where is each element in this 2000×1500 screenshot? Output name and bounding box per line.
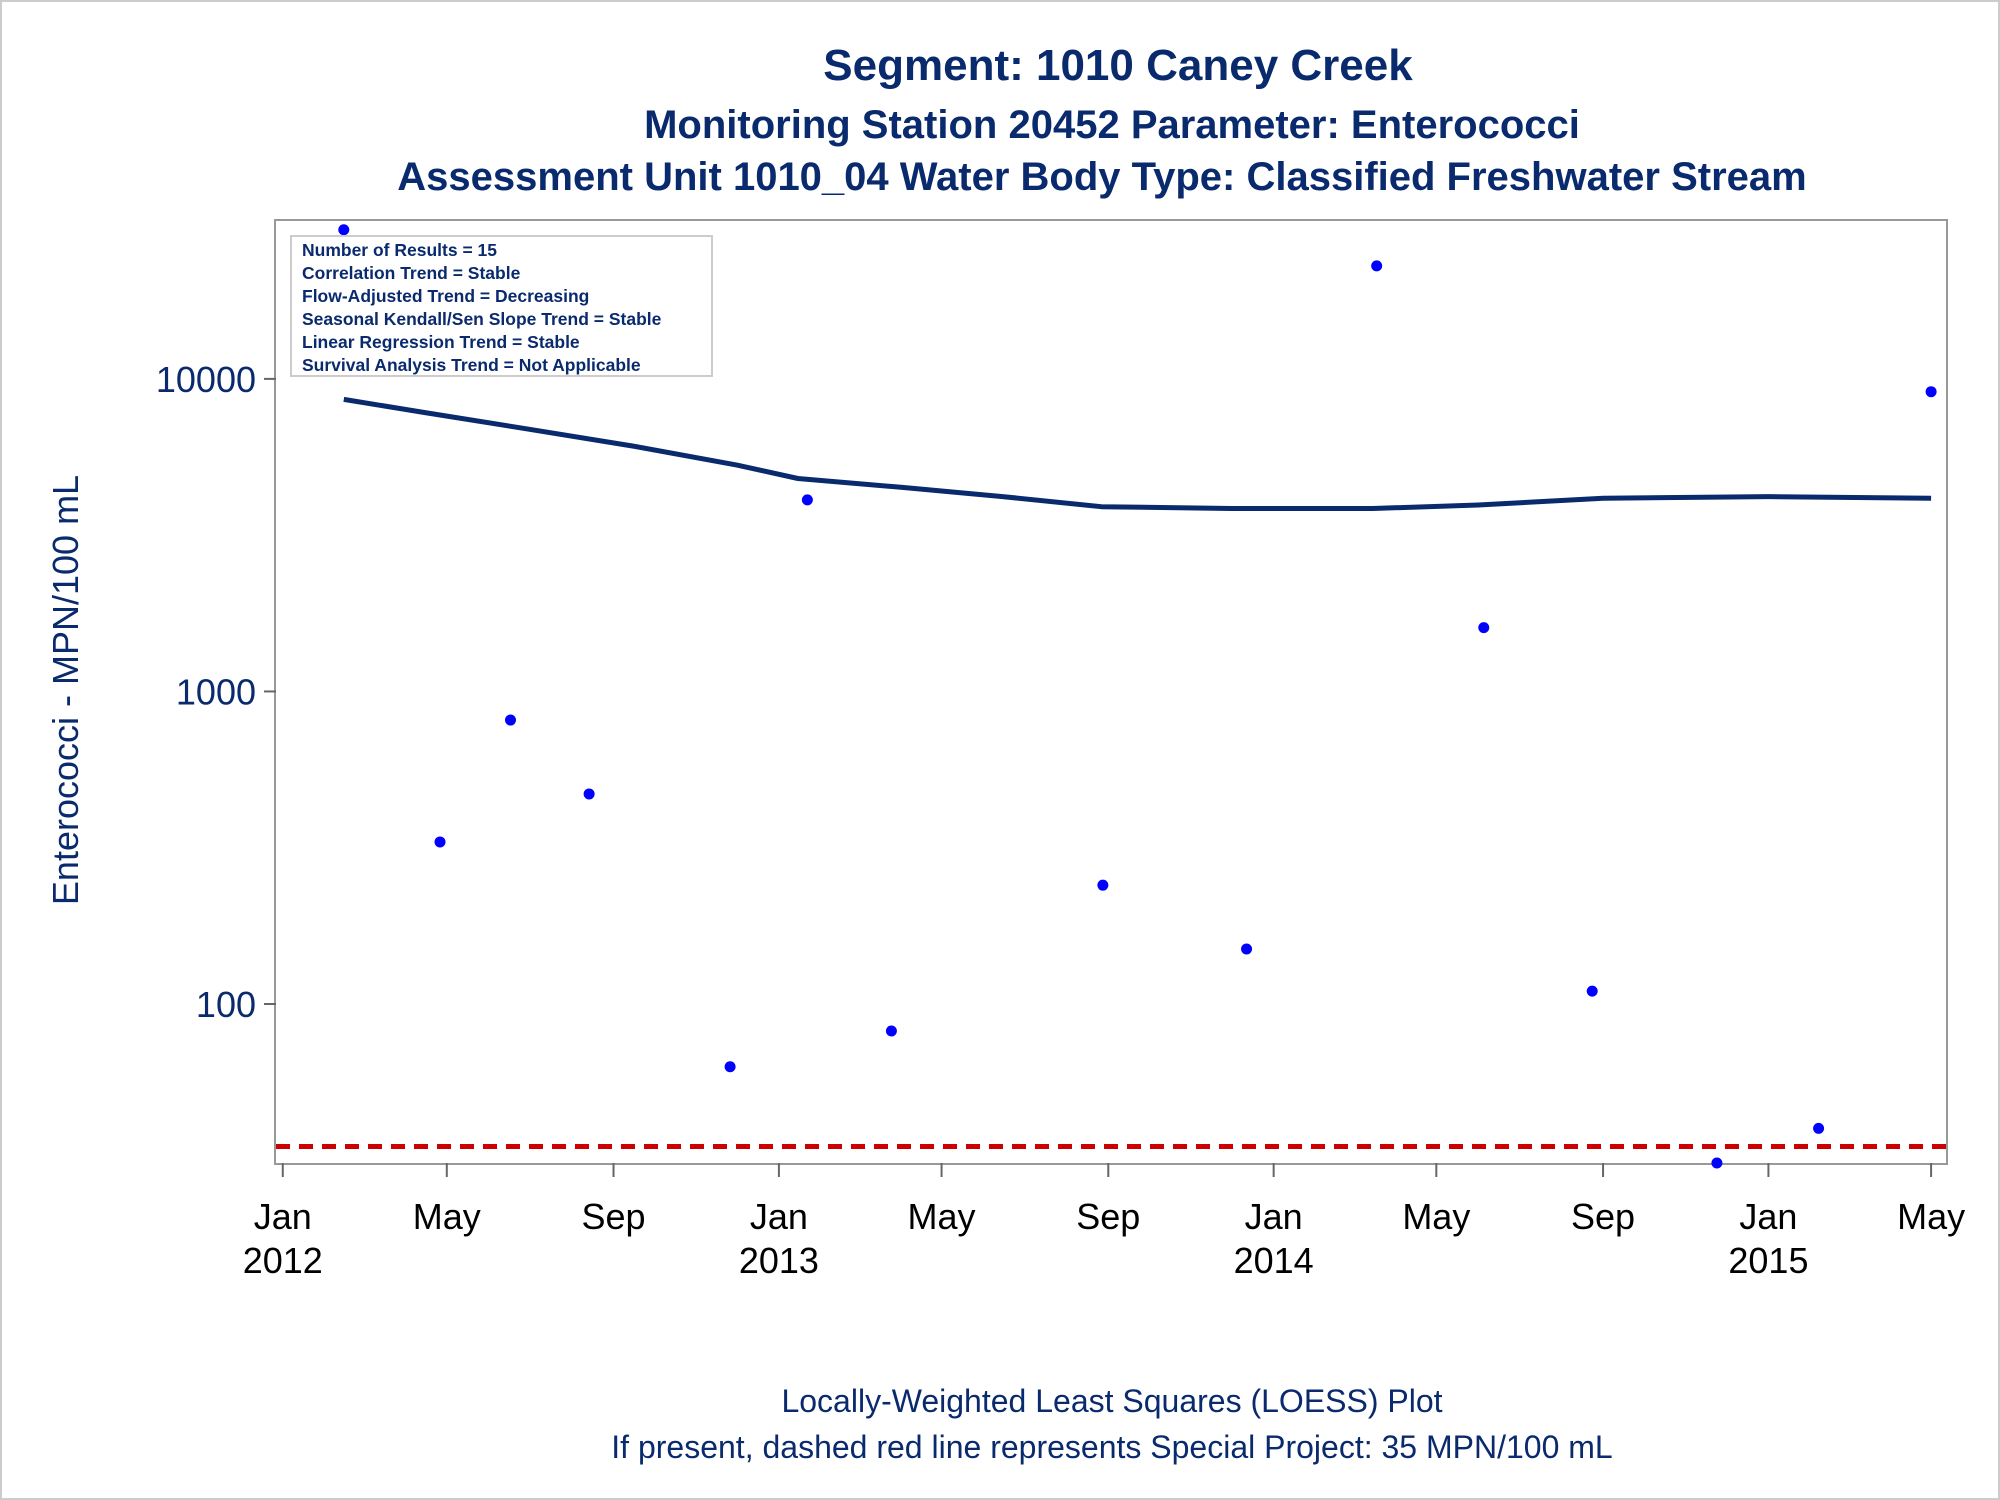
- data-point: [801, 494, 813, 506]
- x-tick-label: Jan: [1245, 1196, 1303, 1237]
- inset-line: Survival Analysis Trend = Not Applicable: [302, 355, 641, 375]
- x-tick-label: Jan: [254, 1196, 312, 1237]
- chart-subtitle-2: Assessment Unit 1010_04 Water Body Type:…: [397, 155, 1806, 199]
- x-tick-year-label: 2012: [243, 1240, 323, 1281]
- data-point: [1925, 386, 1937, 398]
- inset-line: Seasonal Kendall/Sen Slope Trend = Stabl…: [302, 309, 662, 329]
- x-tick-label: May: [908, 1196, 976, 1237]
- chart-subtitle: Monitoring Station 20452 Parameter: Ente…: [644, 103, 1580, 147]
- x-tick-year-label: 2015: [1728, 1240, 1808, 1281]
- x-tick-label: May: [1897, 1196, 1965, 1237]
- data-point: [505, 714, 517, 726]
- data-point: [885, 1025, 897, 1037]
- x-tick-label: May: [1402, 1196, 1470, 1237]
- data-point: [434, 836, 446, 848]
- footnote-method: Locally-Weighted Least Squares (LOESS) P…: [781, 1383, 1442, 1419]
- data-point: [1478, 622, 1490, 634]
- chart-title: Segment: 1010 Caney Creek: [823, 41, 1413, 90]
- inset-line: Flow-Adjusted Trend = Decreasing: [302, 286, 589, 306]
- x-tick-label: Jan: [750, 1196, 808, 1237]
- inset-line: Number of Results = 15: [302, 240, 497, 260]
- data-point: [338, 224, 350, 236]
- inset-box: [290, 235, 713, 377]
- x-tick-label: Sep: [1076, 1196, 1140, 1237]
- x-tick-label: May: [413, 1196, 481, 1237]
- data-point: [583, 788, 595, 800]
- y-axis-label: Enterococci - MPN/100 mL: [45, 475, 86, 905]
- data-point: [1711, 1157, 1723, 1169]
- y-axis: 100 1000 10000: [156, 359, 276, 1025]
- stats-inset: Number of Results = 15 Correlation Trend …: [290, 235, 713, 377]
- y-tick-label: 100: [196, 984, 256, 1025]
- x-tick-label: Sep: [581, 1196, 645, 1237]
- inset-line: Correlation Trend = Stable: [302, 263, 521, 283]
- data-point: [1586, 985, 1598, 997]
- data-point: [1097, 879, 1109, 891]
- inset-line: Linear Regression Trend = Stable: [302, 332, 580, 352]
- data-point: [724, 1061, 736, 1073]
- footnote-reference: If present, dashed red line represents S…: [611, 1429, 1612, 1465]
- data-point: [1813, 1122, 1825, 1134]
- data-point: [1371, 260, 1383, 272]
- x-tick-label: Sep: [1571, 1196, 1635, 1237]
- plot-area: [274, 219, 1948, 1165]
- y-tick-label: 10000: [156, 359, 256, 400]
- x-tick-label: Jan: [1739, 1196, 1797, 1237]
- x-tick-year-label: 2013: [739, 1240, 819, 1281]
- loess-curve: [343, 396, 1932, 511]
- data-point: [1241, 943, 1253, 955]
- data-points: [338, 224, 1937, 1169]
- y-tick-label: 1000: [176, 671, 256, 712]
- x-tick-year-label: 2014: [1234, 1240, 1314, 1281]
